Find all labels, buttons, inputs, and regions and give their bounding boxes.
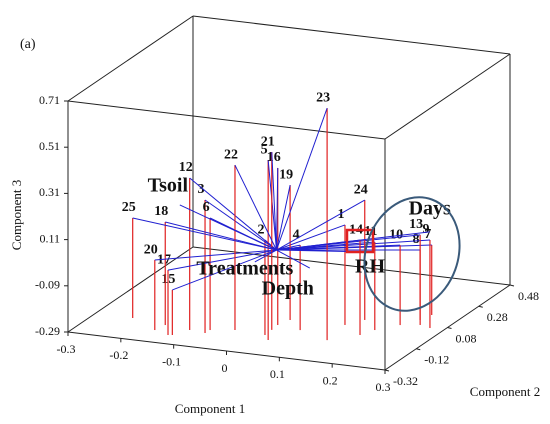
loading-line: [276, 199, 365, 251]
x-tick-label: -0.1: [162, 354, 181, 368]
y-tick-label: 0.08: [456, 331, 477, 345]
z-tick-label: -0.09: [35, 278, 60, 292]
loading-line: [172, 249, 277, 291]
loading-line: [154, 249, 277, 261]
point-label: 8: [413, 232, 420, 247]
marks: 1234567891011121314151617181920212223242…: [122, 90, 451, 341]
point-label: 20: [144, 242, 158, 257]
z-tick-label: 0.71: [39, 93, 60, 107]
z-axis-title: Component 3: [9, 180, 24, 250]
point-label: 23: [316, 90, 330, 105]
loading-line: [167, 249, 277, 271]
point-label: 13: [409, 217, 423, 232]
highlight-ellipse: [363, 196, 461, 312]
z-tick-label: 0.31: [39, 185, 60, 199]
variable-label: RH: [355, 256, 385, 278]
point-label: 1: [337, 207, 344, 222]
y-tick: [384, 369, 390, 372]
point-label: 10: [389, 227, 403, 242]
point-label: 6: [203, 200, 210, 215]
point-label: 24: [354, 182, 368, 197]
z-tick-label: 0.11: [39, 231, 60, 245]
y-tick: [509, 284, 515, 287]
loading-line: [276, 244, 401, 251]
z-tick-label: 0.51: [39, 139, 60, 153]
x-tick-label: 0.3: [376, 380, 391, 394]
point-label: 16: [267, 150, 281, 165]
loading-line: [276, 167, 279, 251]
point-label: 2: [257, 222, 264, 237]
box-edge: [67, 100, 386, 140]
y-tick-label: 0.28: [487, 310, 508, 324]
x-tick-label: 0.1: [270, 367, 285, 381]
y-tick-label: -0.12: [424, 353, 449, 367]
point-label: 19: [279, 167, 293, 182]
variable-line: [276, 249, 311, 269]
point-label: 17: [157, 252, 171, 267]
loading-line: [204, 199, 277, 251]
point-label: 18: [154, 204, 168, 219]
y-tick: [478, 305, 483, 308]
loading-line: [165, 221, 277, 251]
box-edge: [192, 246, 511, 286]
variable-line: [276, 231, 430, 251]
highlight-box: [345, 228, 375, 254]
y-axis-title: Component 2: [470, 384, 540, 399]
x-tick-label: 0.2: [323, 373, 338, 387]
loading-line: [276, 184, 291, 251]
variable-label: Tsoil: [148, 175, 189, 197]
y-tick-label: 0.48: [518, 289, 539, 303]
loading-line: [234, 164, 277, 251]
x-tick-label: -0.3: [57, 342, 76, 356]
x-tick-label: 0: [222, 361, 228, 375]
point-label: 21: [261, 134, 275, 149]
point-label: 9: [422, 222, 429, 237]
variable-line: [179, 204, 277, 251]
box-edge: [67, 15, 194, 102]
point-label: 25: [122, 200, 136, 215]
point-label: 3: [198, 182, 205, 197]
x-tick-label: -0.2: [109, 348, 128, 362]
y-tick-label: -0.32: [393, 374, 418, 388]
box-edge: [67, 246, 194, 333]
loading-line: [132, 217, 277, 251]
panel-label: (a): [20, 37, 36, 52]
point-label: 5: [261, 142, 268, 157]
x-axis-title: Component 1: [175, 401, 245, 416]
box-edge: [384, 53, 511, 140]
point-label: 7: [424, 227, 431, 242]
box-edge: [192, 15, 511, 55]
y-tick: [447, 327, 452, 329]
variable-line: [254, 249, 277, 263]
point-label: 22: [224, 147, 238, 162]
loading-line: [276, 107, 328, 251]
z-tick-label: -0.29: [35, 324, 60, 338]
box: -0.3 -0.2 -0.1 0 0.1 0.2 0.3 -0.32 -0.12 0.08 0.28…: [35, 15, 539, 394]
loading-line: [189, 177, 277, 251]
point-label: 4: [293, 227, 300, 242]
point-label: 12: [179, 160, 193, 175]
variable-label: Treatments: [196, 258, 293, 280]
variable-label: Depth: [262, 278, 314, 300]
y-tick: [416, 348, 421, 351]
loading-line: [276, 224, 346, 251]
loading-line: [271, 152, 277, 251]
